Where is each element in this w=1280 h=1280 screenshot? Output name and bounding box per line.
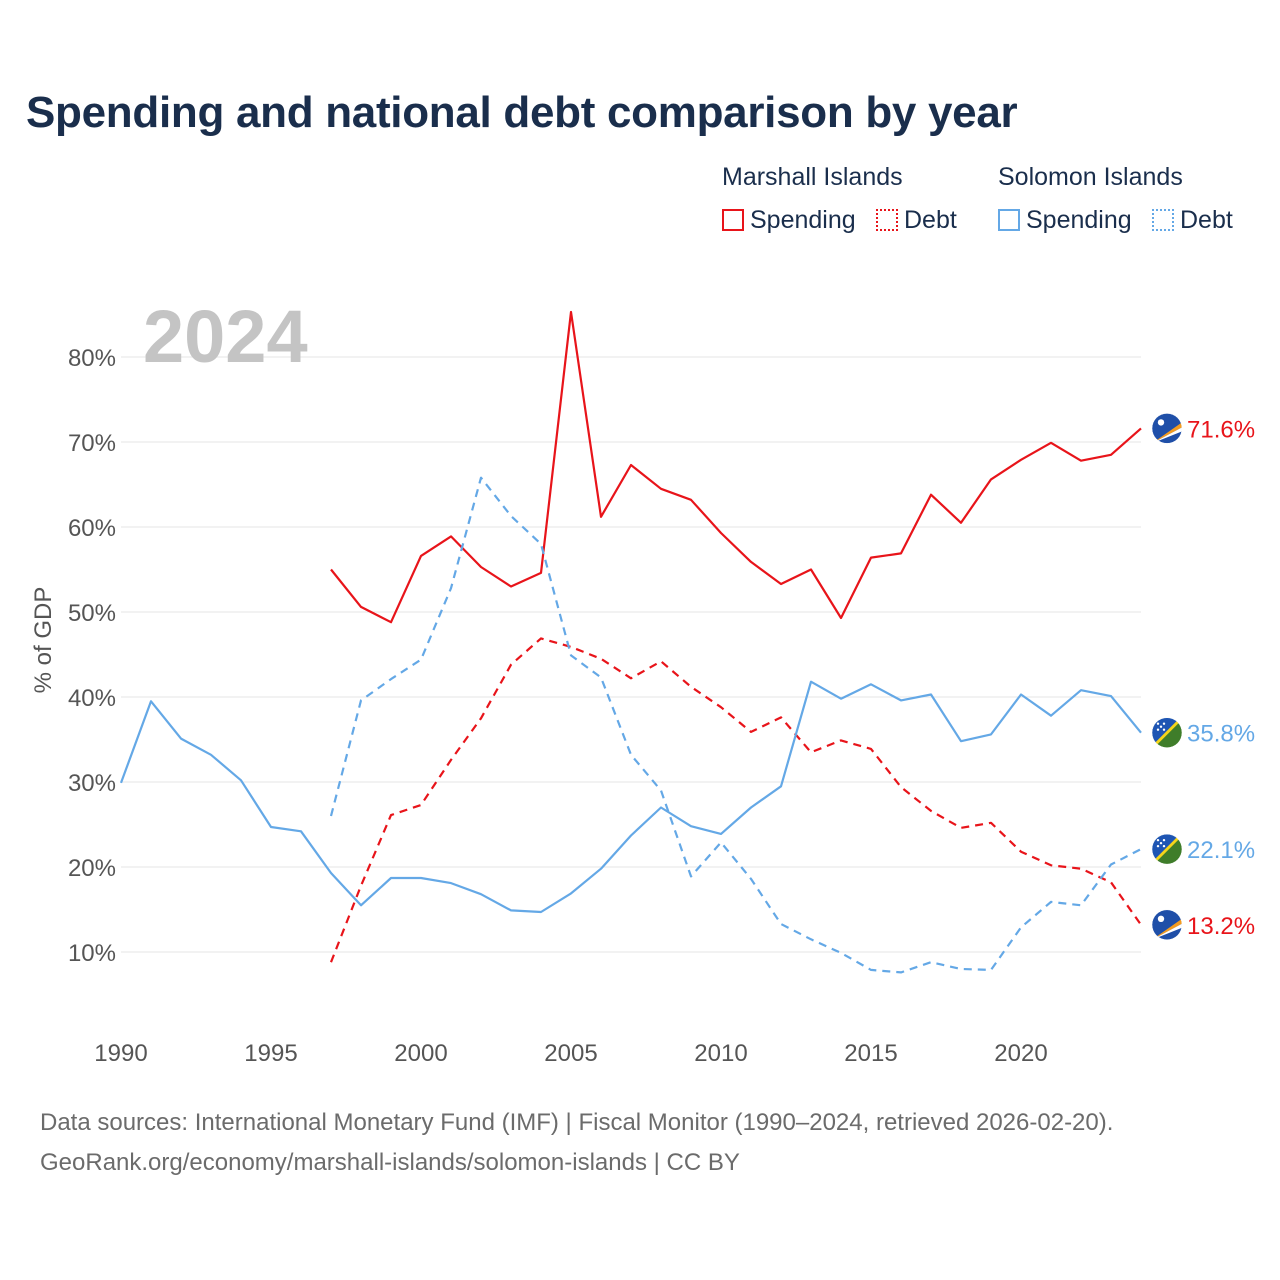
- y-tick-label: 70%: [68, 430, 116, 457]
- y-tick-label: 60%: [68, 515, 116, 542]
- legend-item-marshall-spending[interactable]: Spending: [722, 205, 856, 235]
- legend-country-marshall-islands: Marshall Islands: [722, 163, 903, 191]
- legend-item-solomon-debt[interactable]: Debt: [1152, 205, 1233, 235]
- legend-swatch-dotted-icon: [1152, 209, 1174, 231]
- end-value-label: 35.8%: [1187, 721, 1255, 748]
- y-tick-label: 30%: [68, 770, 116, 797]
- x-tick-label: 1995: [244, 1040, 297, 1067]
- footer-url[interactable]: GeoRank.org/economy/marshall-islands/sol…: [40, 1149, 740, 1176]
- legend-country-solomon-islands: Solomon Islands: [998, 163, 1183, 191]
- x-tick-label: 2020: [994, 1040, 1047, 1067]
- y-tick-label: 50%: [68, 600, 116, 627]
- year-watermark: 2024: [143, 295, 308, 378]
- end-value-label: 13.2%: [1187, 913, 1255, 940]
- x-tick-label: 2000: [394, 1040, 447, 1067]
- page-title: Spending and national debt comparison by…: [26, 88, 1018, 137]
- legend-item-label: Spending: [750, 205, 856, 234]
- series-line-marshall-islands-spending[interactable]: [330, 310, 1142, 624]
- legend-swatch-solid-icon: [998, 209, 1020, 231]
- marshall-islands-flag-icon: [1151, 413, 1183, 444]
- y-tick-label: 40%: [68, 685, 116, 712]
- x-tick-label: 1990: [94, 1040, 147, 1067]
- legend-item-label: Spending: [1026, 205, 1132, 234]
- series-line-solomon-islands-spending[interactable]: [119, 680, 1142, 914]
- series-line-solomon-islands-debt[interactable]: [329, 476, 1142, 974]
- legend-item-label: Debt: [904, 205, 957, 234]
- legend-item-label: Debt: [1180, 205, 1233, 234]
- solomon-islands-flag-icon: [1151, 833, 1183, 865]
- end-value-label: 22.1%: [1187, 837, 1255, 864]
- y-axis-title: % of GDP: [30, 587, 57, 694]
- solomon-islands-flag-icon: [1151, 717, 1183, 748]
- legend-item-solomon-spending[interactable]: Spending: [998, 205, 1132, 235]
- end-value-label: 71.6%: [1187, 416, 1255, 443]
- y-tick-label: 80%: [68, 345, 116, 372]
- footer-source: Data sources: International Monetary Fun…: [40, 1109, 1114, 1136]
- marshall-islands-flag-icon: [1151, 909, 1183, 941]
- x-tick-label: 2005: [544, 1040, 597, 1067]
- legend-swatch-dotted-icon: [876, 209, 898, 231]
- y-tick-label: 10%: [68, 940, 116, 967]
- legend-swatch-solid-icon: [722, 209, 744, 231]
- x-tick-label: 2015: [844, 1040, 897, 1067]
- legend-item-marshall-debt[interactable]: Debt: [876, 205, 957, 235]
- series-line-marshall-islands-debt[interactable]: [329, 637, 1142, 963]
- y-tick-label: 20%: [68, 855, 116, 882]
- x-tick-label: 2010: [694, 1040, 747, 1067]
